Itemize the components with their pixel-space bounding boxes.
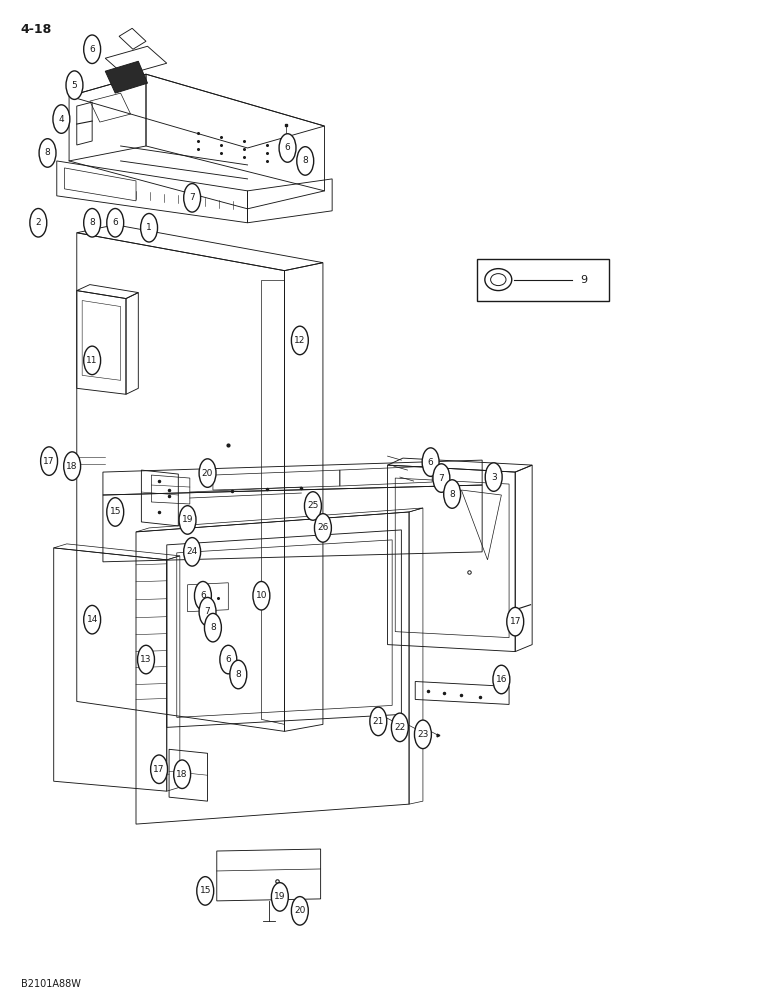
Text: 4: 4 <box>59 115 64 124</box>
Text: 13: 13 <box>141 655 152 664</box>
Ellipse shape <box>205 613 222 642</box>
Text: 6: 6 <box>90 45 95 54</box>
Ellipse shape <box>184 184 201 212</box>
Ellipse shape <box>230 660 247 689</box>
Ellipse shape <box>415 720 432 749</box>
Ellipse shape <box>41 447 58 475</box>
Text: 3: 3 <box>491 473 496 482</box>
Ellipse shape <box>291 897 308 925</box>
Ellipse shape <box>506 607 523 636</box>
Text: 1: 1 <box>146 223 152 232</box>
Ellipse shape <box>53 105 69 133</box>
Text: 19: 19 <box>274 892 286 901</box>
Text: 6: 6 <box>225 655 231 664</box>
Ellipse shape <box>444 480 461 508</box>
Text: 12: 12 <box>294 336 306 345</box>
Text: 20: 20 <box>294 906 306 915</box>
Text: 10: 10 <box>256 591 267 600</box>
Ellipse shape <box>391 713 408 742</box>
Ellipse shape <box>422 448 439 476</box>
Ellipse shape <box>486 463 502 491</box>
Text: 17: 17 <box>510 617 521 626</box>
Text: 9: 9 <box>580 275 587 285</box>
Text: 18: 18 <box>66 462 78 471</box>
Text: 8: 8 <box>45 148 50 157</box>
Text: 6: 6 <box>113 218 118 227</box>
Ellipse shape <box>83 209 100 237</box>
Ellipse shape <box>220 645 237 674</box>
Text: 24: 24 <box>187 547 198 556</box>
Ellipse shape <box>30 209 47 237</box>
Text: 8: 8 <box>449 490 455 499</box>
Text: 22: 22 <box>394 723 405 732</box>
Ellipse shape <box>279 134 296 162</box>
Ellipse shape <box>107 209 124 237</box>
Text: 16: 16 <box>496 675 507 684</box>
Polygon shape <box>105 61 147 93</box>
Ellipse shape <box>83 346 100 375</box>
Ellipse shape <box>433 464 450 492</box>
Ellipse shape <box>253 581 270 610</box>
Text: 19: 19 <box>181 515 193 524</box>
Text: 20: 20 <box>201 469 213 478</box>
Text: 8: 8 <box>303 156 308 165</box>
Text: 7: 7 <box>205 607 211 616</box>
Ellipse shape <box>107 498 124 526</box>
Text: 15: 15 <box>199 886 211 895</box>
Text: 7: 7 <box>189 193 195 202</box>
Text: B2101A88W: B2101A88W <box>21 979 80 989</box>
Text: 8: 8 <box>235 670 241 679</box>
Text: 4-18: 4-18 <box>21 23 52 36</box>
Ellipse shape <box>179 506 196 534</box>
Ellipse shape <box>493 665 510 694</box>
Text: 6: 6 <box>428 458 434 467</box>
Ellipse shape <box>64 452 80 480</box>
Ellipse shape <box>197 877 214 905</box>
Text: 18: 18 <box>177 770 188 779</box>
Ellipse shape <box>272 883 288 911</box>
Text: 5: 5 <box>72 81 77 90</box>
Text: 26: 26 <box>317 523 329 532</box>
Text: 21: 21 <box>373 717 384 726</box>
Text: 8: 8 <box>90 218 95 227</box>
Ellipse shape <box>370 707 387 736</box>
Ellipse shape <box>174 760 191 788</box>
Ellipse shape <box>304 492 321 520</box>
Ellipse shape <box>291 326 308 355</box>
Ellipse shape <box>184 538 201 566</box>
Text: 17: 17 <box>43 457 55 466</box>
Ellipse shape <box>137 645 154 674</box>
Text: 25: 25 <box>307 501 319 510</box>
Text: 23: 23 <box>417 730 428 739</box>
Text: 15: 15 <box>110 507 121 516</box>
Text: 8: 8 <box>210 623 216 632</box>
Ellipse shape <box>314 514 331 542</box>
Ellipse shape <box>195 581 212 610</box>
Ellipse shape <box>199 459 216 487</box>
Bar <box>477 259 609 301</box>
Text: 2: 2 <box>36 218 41 227</box>
Text: 11: 11 <box>86 356 98 365</box>
Ellipse shape <box>141 213 157 242</box>
Ellipse shape <box>151 755 168 784</box>
Ellipse shape <box>83 35 100 64</box>
Ellipse shape <box>83 605 100 634</box>
Text: 17: 17 <box>154 765 165 774</box>
Text: 6: 6 <box>285 143 290 152</box>
Text: 14: 14 <box>86 615 98 624</box>
Ellipse shape <box>39 139 56 167</box>
Text: 7: 7 <box>438 474 444 483</box>
Ellipse shape <box>66 71 83 99</box>
Ellipse shape <box>199 597 216 626</box>
Ellipse shape <box>296 147 313 175</box>
Text: 6: 6 <box>200 591 206 600</box>
